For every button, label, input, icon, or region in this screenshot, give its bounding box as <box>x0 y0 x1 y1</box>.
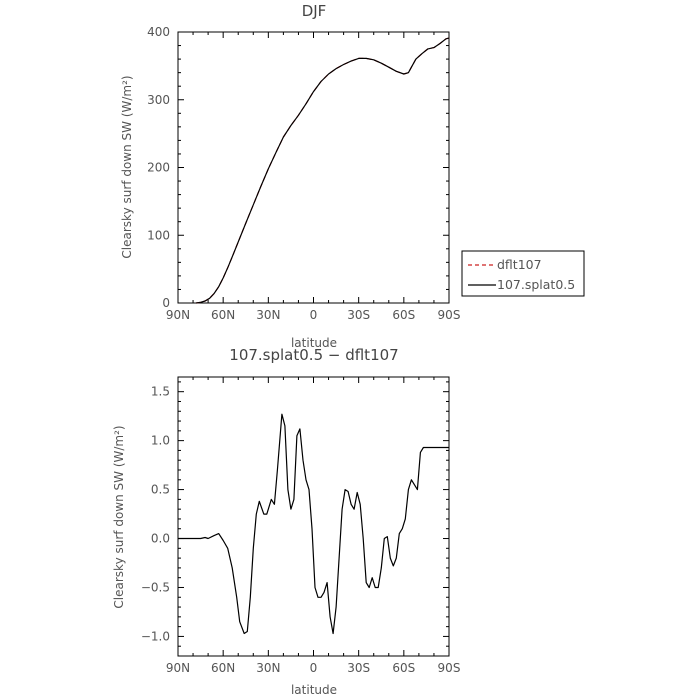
legend-box <box>461 250 585 297</box>
bottom-panel-title: 107.splat0.5 − dflt107 <box>229 346 398 364</box>
bottom-y-tick-label: −1.0 <box>141 629 170 643</box>
top-series <box>196 37 450 304</box>
top-x-tick-label: 90N <box>166 308 190 322</box>
legend-label-dflt107: dflt107 <box>497 257 542 272</box>
bottom-x-tick-label: 60N <box>211 661 235 675</box>
top-y-tick-label: 100 <box>147 228 170 242</box>
bottom-y-tick-label: 0.0 <box>151 532 170 546</box>
bottom-series-line-difference <box>178 413 449 635</box>
top-y-tick-label: 400 <box>147 25 170 39</box>
bottom-y-tick-label: −0.5 <box>141 580 170 594</box>
top-x-tick-label: 0 <box>310 308 318 322</box>
bottom-x-tick-label: 90N <box>166 661 190 675</box>
bottom-x-tick-label: 60S <box>392 661 415 675</box>
top-panel-title: DJF <box>302 2 327 20</box>
top-y-axis-label: Clearsky surf down SW (W/m²) <box>120 75 134 258</box>
top-x-tick-label: 90S <box>438 308 461 322</box>
top-y-tick-label: 200 <box>147 161 170 175</box>
top-series-line-dflt107 <box>196 37 450 304</box>
top-ticks: 90N 60N 30N 0 30S 60S 90S 0 100 200 300 400 <box>147 25 460 322</box>
bottom-y-tick-label: 1.5 <box>151 385 170 399</box>
top-x-tick-label: 30S <box>347 308 370 322</box>
bottom-y-tick-label: 0.5 <box>151 483 170 497</box>
bottom-x-axis-label: latitude <box>291 683 337 697</box>
bottom-x-tick-label: 0 <box>310 661 318 675</box>
top-y-tick-label: 300 <box>147 93 170 107</box>
bottom-series <box>178 413 449 635</box>
bottom-x-tick-label: 90S <box>438 661 461 675</box>
top-x-axis-label: latitude <box>291 336 337 350</box>
bottom-y-axis-label: Clearsky surf down SW (W/m²) <box>112 425 126 608</box>
top-panel: DJF 90N 60N 30N 0 30S 60S 90S 0 100 200 300 400 lat… <box>120 2 460 350</box>
bottom-panel: 107.splat0.5 − dflt107 90N 60N 30N 0 30S 60S 9… <box>112 346 460 697</box>
top-x-tick-label: 60N <box>211 308 235 322</box>
bottom-x-tick-label: 30N <box>256 661 280 675</box>
top-y-tick-label: 0 <box>162 296 170 310</box>
top-x-tick-label: 30N <box>256 308 280 322</box>
bottom-ticks: 90N 60N 30N 0 30S 60S 90S −1.0 −0.5 0.0 0.5 1.0 1.5 <box>141 377 461 675</box>
top-x-tick-label: 60S <box>392 308 415 322</box>
legend: dflt107 107.splat0.5 <box>461 250 585 297</box>
bottom-plot-frame <box>177 376 450 657</box>
bottom-y-tick-label: 1.0 <box>151 434 170 448</box>
legend-label-107-splat: 107.splat0.5 <box>497 277 575 292</box>
top-plot-frame <box>177 31 450 304</box>
top-series-line-107-splat0-5 <box>196 37 450 304</box>
bottom-x-tick-label: 30S <box>347 661 370 675</box>
